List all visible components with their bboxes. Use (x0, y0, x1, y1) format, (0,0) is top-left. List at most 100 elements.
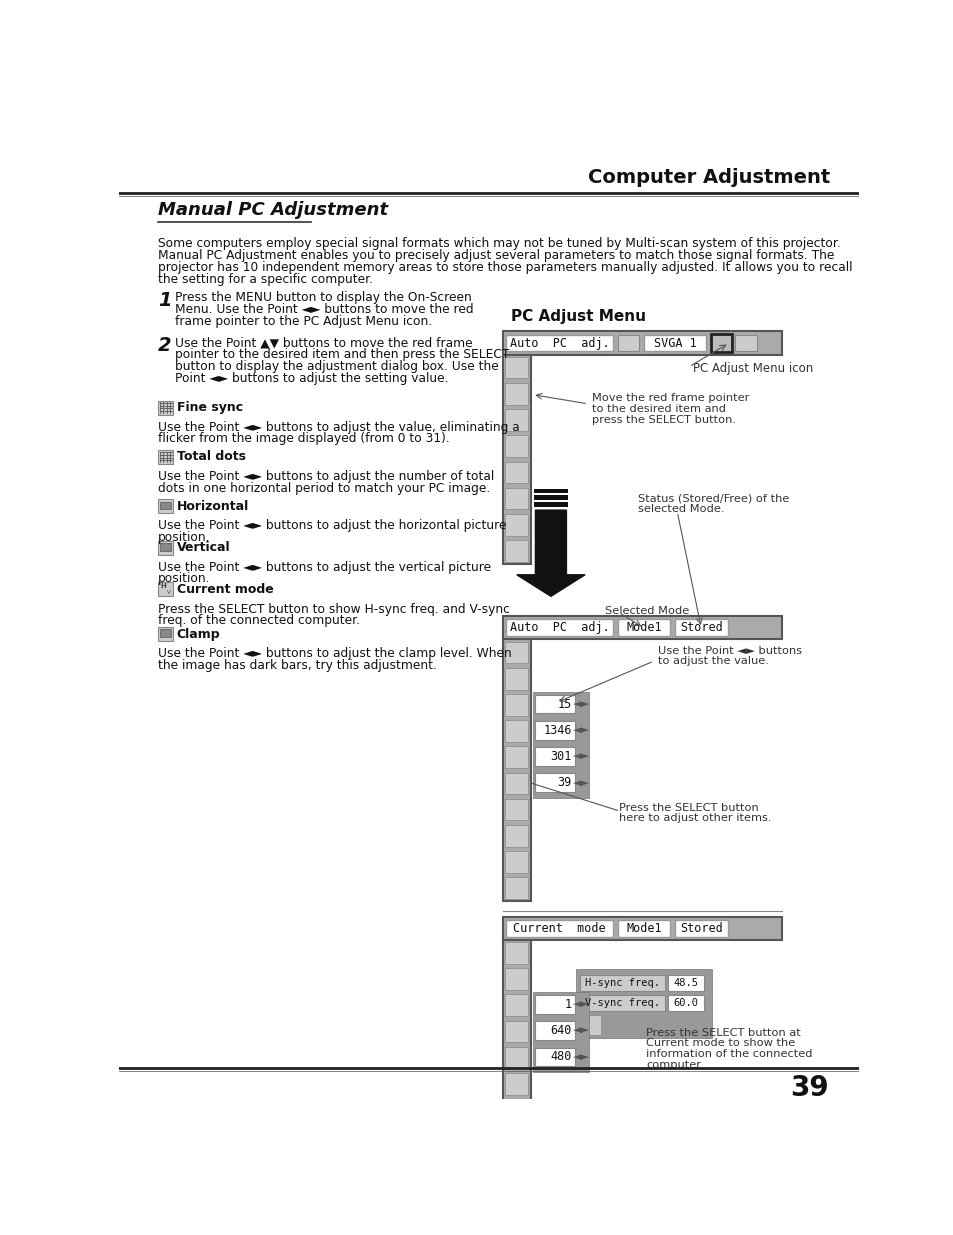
FancyBboxPatch shape (505, 1151, 528, 1173)
Text: 2: 2 (158, 336, 172, 356)
Text: ◄►: ◄► (572, 752, 589, 762)
FancyBboxPatch shape (579, 995, 664, 1010)
FancyBboxPatch shape (160, 630, 171, 637)
FancyBboxPatch shape (534, 695, 575, 714)
FancyBboxPatch shape (505, 1125, 528, 1147)
Text: Current mode to show the: Current mode to show the (645, 1039, 795, 1049)
FancyBboxPatch shape (160, 543, 171, 551)
FancyBboxPatch shape (505, 920, 612, 936)
Text: frame pointer to the PC Adjust Menu icon.: frame pointer to the PC Adjust Menu icon… (174, 315, 432, 327)
Text: the setting for a specific computer.: the setting for a specific computer. (158, 273, 373, 285)
Text: flicker from the image displayed (from 0 to 31).: flicker from the image displayed (from 0… (158, 432, 449, 446)
Text: Use the Point ▲▼ buttons to move the red frame: Use the Point ▲▼ buttons to move the red… (174, 336, 472, 350)
FancyBboxPatch shape (576, 969, 711, 1039)
FancyBboxPatch shape (505, 877, 528, 899)
Text: Press the SELECT button to show H-sync freq. and V-sync: Press the SELECT button to show H-sync f… (158, 603, 509, 615)
FancyBboxPatch shape (505, 746, 528, 768)
Text: Use the Point ◄► buttons to adjust the clamp level. When: Use the Point ◄► buttons to adjust the c… (158, 647, 511, 661)
FancyBboxPatch shape (505, 514, 528, 536)
Text: SVGA 1: SVGA 1 (653, 336, 696, 350)
FancyBboxPatch shape (158, 583, 173, 597)
Text: selected Mode.: selected Mode. (638, 504, 724, 514)
FancyBboxPatch shape (505, 994, 528, 1016)
Text: to adjust the value.: to adjust the value. (658, 656, 768, 667)
FancyBboxPatch shape (160, 501, 171, 509)
FancyBboxPatch shape (617, 920, 670, 936)
Text: 48.5: 48.5 (673, 978, 698, 988)
FancyBboxPatch shape (505, 1099, 528, 1120)
FancyBboxPatch shape (533, 692, 588, 798)
FancyBboxPatch shape (505, 1020, 528, 1042)
FancyBboxPatch shape (505, 409, 528, 431)
Text: Use the Point ◄► buttons to adjust the value, eliminating a: Use the Point ◄► buttons to adjust the v… (158, 421, 519, 433)
Text: 301: 301 (550, 750, 571, 763)
Text: 1346: 1346 (543, 724, 571, 737)
Text: dots in one horizontal period to match your PC image.: dots in one horizontal period to match y… (158, 482, 490, 494)
Text: Stored: Stored (679, 621, 721, 635)
Text: Use the Point ◄► buttons to adjust the vertical picture: Use the Point ◄► buttons to adjust the v… (158, 561, 491, 574)
Polygon shape (509, 1129, 524, 1145)
FancyBboxPatch shape (502, 916, 781, 940)
Text: V-sync freq.: V-sync freq. (584, 998, 659, 1008)
Text: Computer Adjustment: Computer Adjustment (588, 168, 830, 186)
Text: PC Adjust Menu: PC Adjust Menu (510, 309, 645, 324)
Text: Press the MENU button to display the On-Screen: Press the MENU button to display the On-… (174, 290, 472, 304)
Text: 39: 39 (790, 1073, 828, 1102)
FancyBboxPatch shape (502, 640, 530, 902)
FancyBboxPatch shape (158, 401, 173, 415)
Text: Menu. Use the Point ◄► buttons to move the red: Menu. Use the Point ◄► buttons to move t… (174, 303, 474, 316)
Text: 480: 480 (550, 1050, 571, 1063)
Text: Point ◄► buttons to adjust the setting value.: Point ◄► buttons to adjust the setting v… (174, 372, 448, 385)
FancyBboxPatch shape (505, 1204, 528, 1225)
FancyBboxPatch shape (533, 992, 588, 1072)
FancyBboxPatch shape (505, 799, 528, 820)
FancyBboxPatch shape (158, 541, 173, 555)
Text: Auto  PC  adj.: Auto PC adj. (509, 336, 609, 350)
Polygon shape (509, 358, 524, 372)
Polygon shape (509, 777, 524, 792)
Text: ◄►: ◄► (572, 699, 589, 709)
Text: Status (Stored/Free) of the: Status (Stored/Free) of the (638, 493, 789, 503)
FancyBboxPatch shape (505, 942, 528, 963)
Text: H: H (160, 583, 166, 589)
Polygon shape (509, 944, 524, 957)
FancyBboxPatch shape (505, 436, 528, 457)
Text: the image has dark bars, try this adjustment.: the image has dark bars, try this adjust… (158, 658, 436, 672)
Text: press the SELECT button.: press the SELECT button. (592, 415, 735, 425)
FancyBboxPatch shape (158, 627, 173, 641)
Text: Mode1: Mode1 (625, 621, 661, 635)
FancyBboxPatch shape (534, 773, 575, 792)
Text: V: V (167, 590, 170, 595)
FancyBboxPatch shape (674, 920, 727, 936)
FancyBboxPatch shape (502, 616, 781, 640)
Text: H-sync freq.: H-sync freq. (584, 978, 659, 988)
FancyBboxPatch shape (534, 1047, 575, 1066)
Text: Current  mode: Current mode (513, 921, 605, 935)
Text: Move the red frame pointer: Move the red frame pointer (592, 393, 749, 403)
FancyBboxPatch shape (617, 620, 670, 636)
Polygon shape (509, 543, 524, 559)
FancyBboxPatch shape (534, 489, 567, 493)
Polygon shape (517, 510, 584, 597)
FancyBboxPatch shape (674, 620, 727, 636)
FancyBboxPatch shape (505, 642, 528, 663)
Text: Current mode: Current mode (176, 583, 274, 597)
Text: Stored: Stored (679, 921, 721, 935)
FancyBboxPatch shape (158, 450, 173, 464)
FancyBboxPatch shape (667, 976, 703, 990)
FancyBboxPatch shape (502, 940, 530, 1228)
FancyBboxPatch shape (505, 773, 528, 794)
FancyBboxPatch shape (534, 721, 575, 740)
Text: Press the SELECT button: Press the SELECT button (618, 803, 758, 813)
Text: freq. of the connected computer.: freq. of the connected computer. (158, 614, 359, 627)
Text: to the desired item and: to the desired item and (592, 404, 725, 414)
Text: Mode1: Mode1 (625, 921, 661, 935)
FancyBboxPatch shape (534, 495, 567, 500)
Text: Use the Point ◄► buttons: Use the Point ◄► buttons (658, 646, 801, 656)
FancyBboxPatch shape (534, 1021, 575, 1040)
FancyBboxPatch shape (505, 851, 528, 873)
FancyBboxPatch shape (505, 335, 612, 352)
Text: Manual PC Adjustment enables you to precisely adjust several parameters to match: Manual PC Adjustment enables you to prec… (158, 248, 834, 262)
Text: ◄►: ◄► (572, 999, 589, 1009)
FancyBboxPatch shape (579, 1015, 600, 1035)
